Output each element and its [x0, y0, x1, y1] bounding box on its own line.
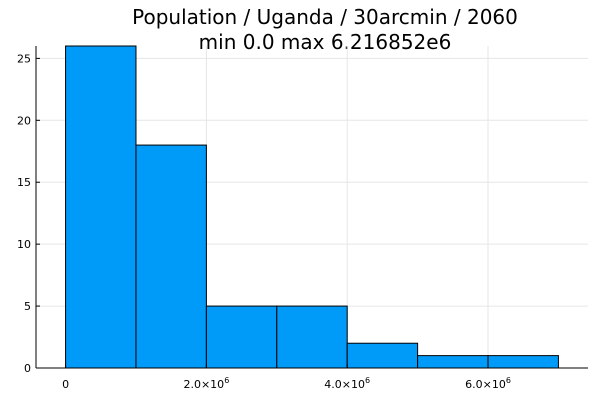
- x-tick-label-0: 0: [62, 378, 69, 391]
- y-tick-label-4: 20: [17, 114, 31, 127]
- x-tick-label-1: 2.0×106: [183, 376, 229, 391]
- histogram-bar-1: [135, 144, 207, 369]
- y-tick-label-0: 0: [24, 362, 31, 375]
- chart-title-line2: min 0.0 max 6.216852e6: [199, 30, 452, 54]
- axes: [35, 46, 588, 369]
- histogram-bar-6: [487, 355, 559, 369]
- y-tick-label-1: 5: [24, 300, 31, 313]
- chart-title-line1: Population / Uganda / 30arcmin / 2060: [132, 5, 518, 29]
- x-tick-label-3: 6.0×106: [465, 376, 511, 391]
- histogram-bar-3: [276, 305, 348, 369]
- histogram-bar-4: [346, 342, 419, 369]
- histogram-bar-2: [205, 305, 278, 369]
- y-tick-label-2: 10: [17, 238, 31, 251]
- histogram-bar-5: [417, 355, 489, 369]
- x-tick-labels: 0 2.0×106 4.0×106 6.0×106: [62, 364, 511, 391]
- x-tick-label-2: 4.0×106: [324, 376, 370, 391]
- y-tick-label-5: 25: [17, 52, 31, 65]
- histogram-bar-0: [65, 45, 137, 369]
- histogram-bars: [65, 45, 559, 369]
- y-tick-labels: 0 5 10 15 20 25: [17, 52, 40, 375]
- y-tick-label-3: 15: [17, 176, 31, 189]
